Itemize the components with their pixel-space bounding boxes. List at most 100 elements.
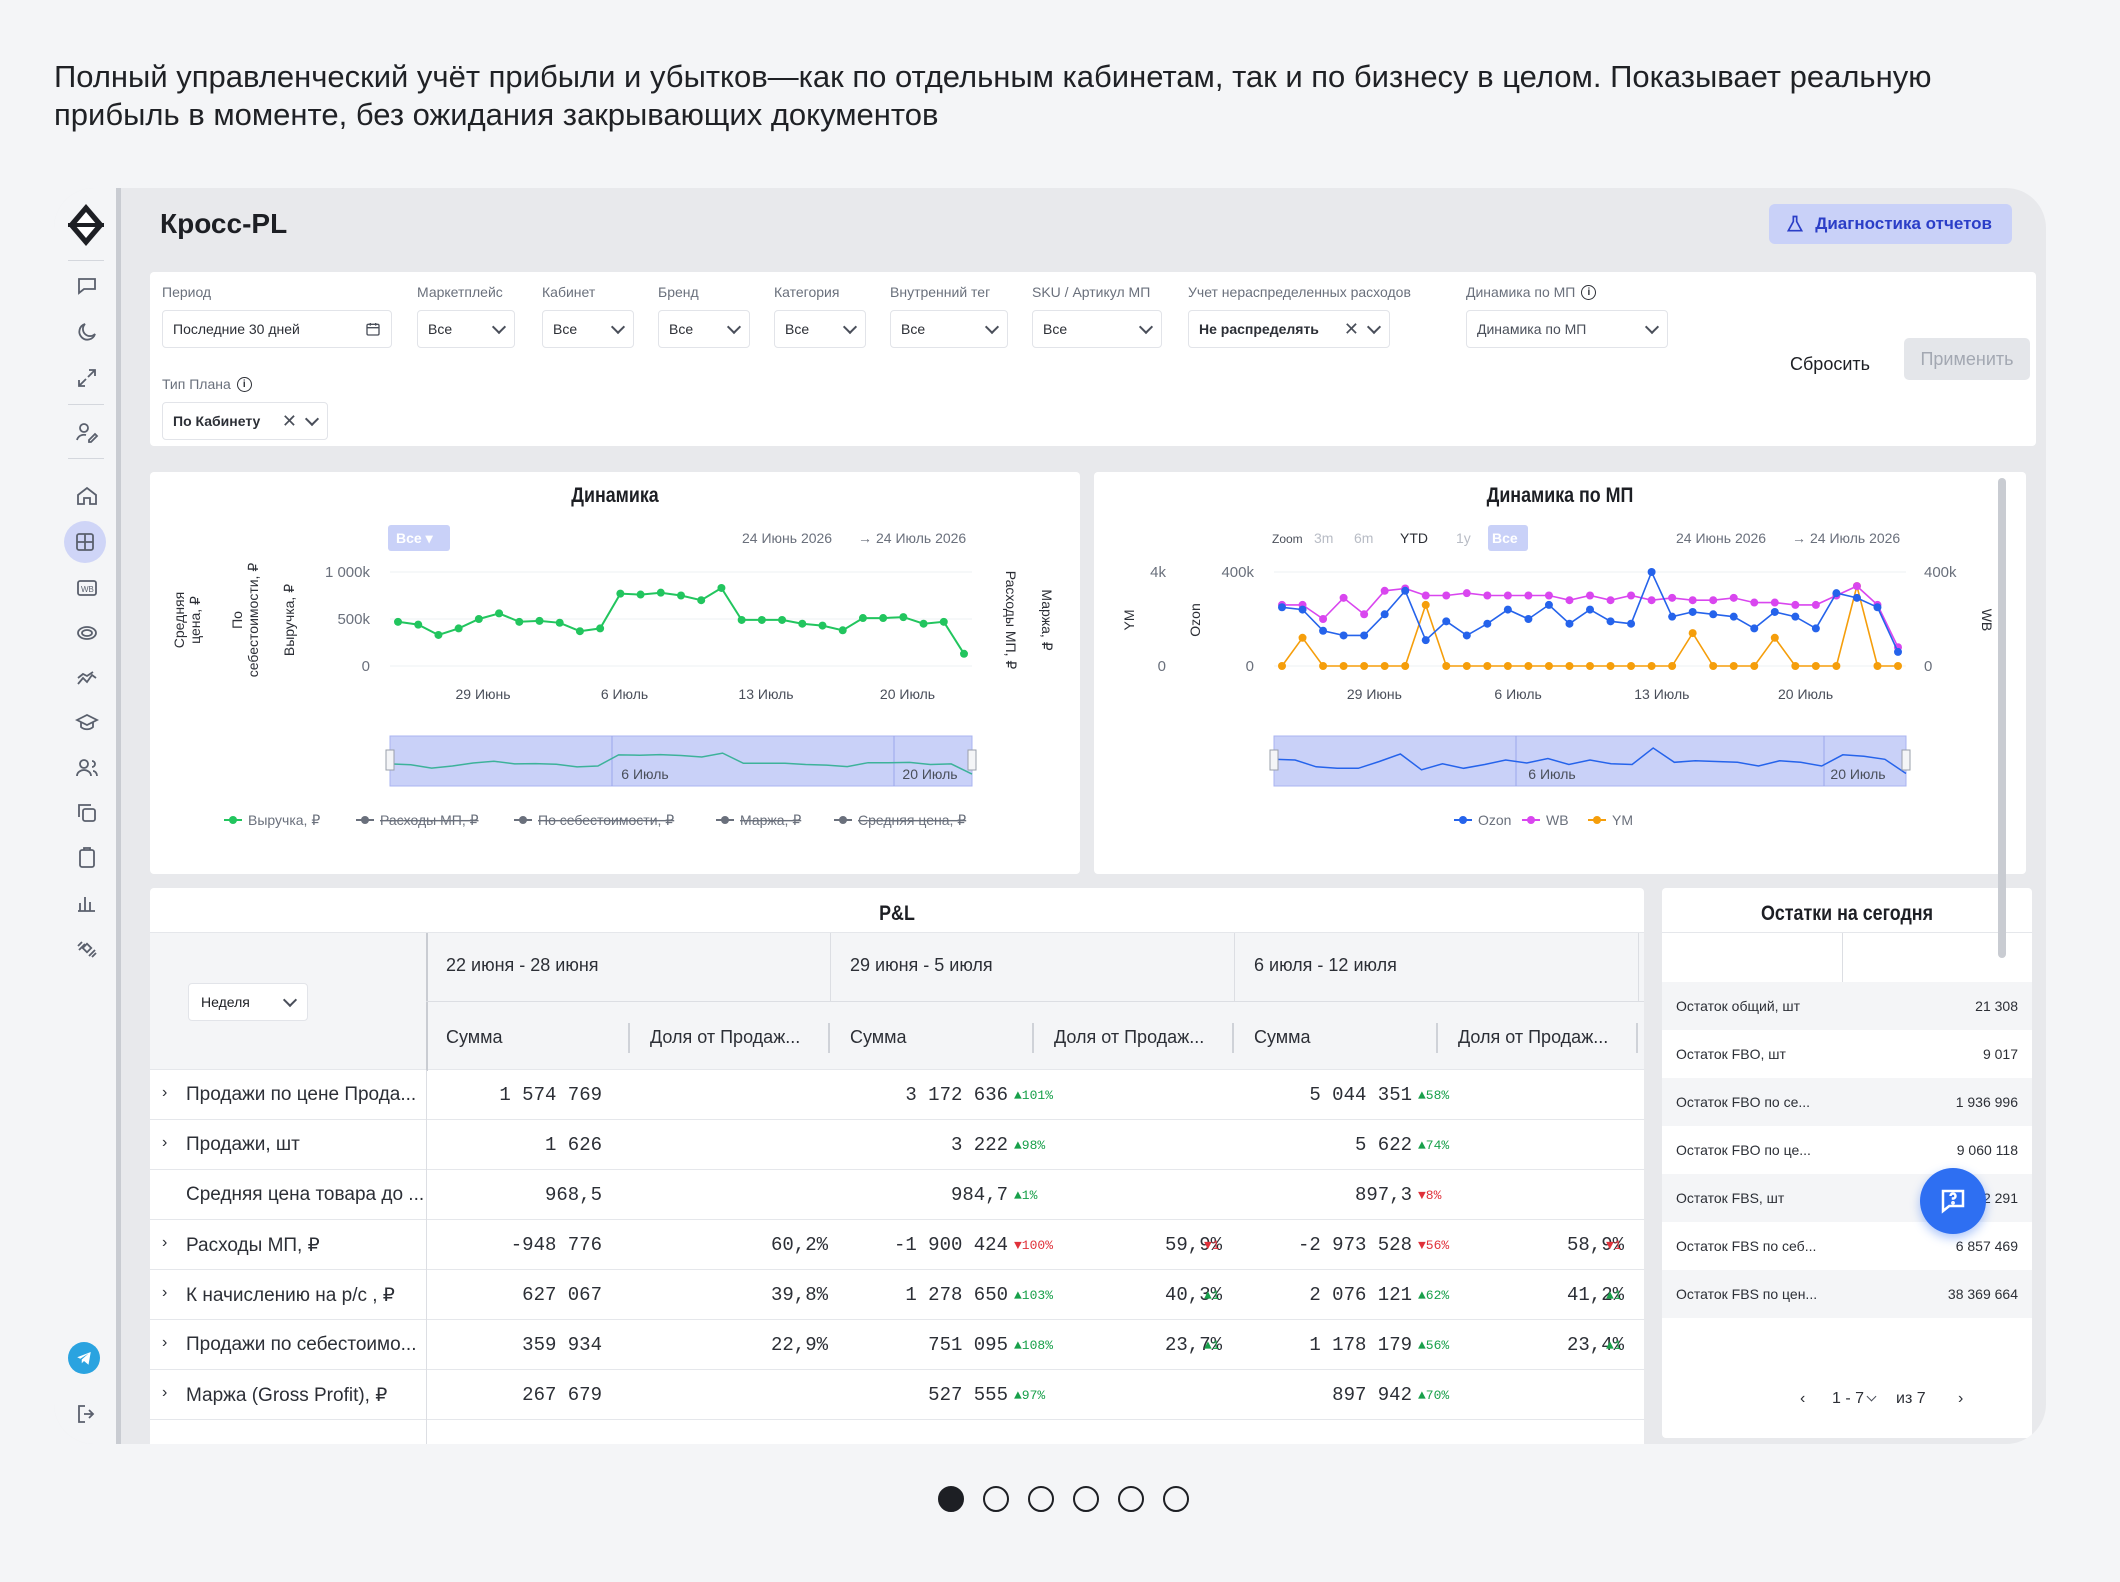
info-icon[interactable]: i — [236, 376, 252, 392]
col-share-2[interactable]: Доля от Продаж... — [1054, 1027, 1205, 1047]
expand-icon[interactable] — [69, 360, 105, 396]
period-label: Период — [162, 284, 212, 300]
row-label: Расходы МП, ₽ — [186, 1235, 320, 1256]
row-label: К начислению на р/с , ₽ — [186, 1285, 395, 1306]
marketplace-select[interactable]: Все — [417, 310, 515, 348]
page-size-select[interactable]: 1 - 7 — [1832, 1390, 1877, 1408]
week-select[interactable]: Неделя — [188, 983, 308, 1021]
cell-value: 3 222 — [950, 1134, 1008, 1156]
week-select-value: Неделя — [201, 994, 250, 1010]
y-tick: 0 — [362, 658, 370, 675]
table-row[interactable]: › Продажи по цене Прода... 1 574 769 3 172 … — [150, 1070, 1644, 1120]
stock-row: Остаток FBS по цен... 38 369 664 — [1662, 1270, 2032, 1318]
cell-value: 2 076 121 — [1309, 1284, 1412, 1306]
tag-select[interactable]: Все — [890, 310, 1008, 348]
stock-value: 9 060 118 — [1956, 1142, 2018, 1158]
info-icon[interactable]: i — [1581, 284, 1597, 300]
data-point — [858, 614, 867, 623]
diagnostics-button[interactable]: Диагностика отчетов — [1769, 204, 2012, 244]
zoom-option: 3m — [1314, 530, 1333, 546]
period-picker[interactable]: Последние 30 дней — [162, 310, 392, 348]
logout-icon[interactable] — [69, 1396, 105, 1432]
zoom-option: 1y — [1456, 530, 1471, 546]
wb-icon[interactable]: WB — [69, 570, 105, 606]
col-sum-3[interactable]: Сумма — [1254, 1027, 1311, 1047]
apply-button[interactable]: Применить — [1904, 338, 2030, 380]
col-share-3[interactable]: Доля от Продаж... — [1458, 1027, 1609, 1047]
table-row[interactable]: › Маржа (Gross Profit), ₽ 267 679 527 555 89… — [150, 1370, 1644, 1420]
expand-icon[interactable]: › — [162, 1284, 168, 1301]
education-icon[interactable] — [69, 705, 105, 741]
telegram-icon[interactable] — [68, 1342, 100, 1374]
marketplace-label: Маркетплейс — [417, 284, 503, 300]
tag-label: Внутренний тег — [890, 284, 991, 300]
sku-value: Все — [1043, 321, 1068, 337]
analytics-icon[interactable] — [69, 660, 105, 696]
help-button[interactable] — [1920, 1168, 1986, 1234]
col-share-1[interactable]: Доля от Продаж... — [650, 1027, 801, 1047]
navigator-tick: 6 Июль — [1528, 766, 1575, 782]
table-row[interactable]: › К начислению на р/с , ₽ 627 067 39,8% 1 27… — [150, 1270, 1644, 1320]
table-row[interactable]: › Продажи по себестоимо... 359 934 22,9% 751… — [150, 1320, 1644, 1370]
y-axis-label: Средняя — [171, 592, 187, 648]
expand-icon[interactable]: › — [162, 1084, 168, 1101]
clipboard-icon[interactable] — [69, 840, 105, 876]
col-sum-2[interactable]: Сумма — [850, 1027, 907, 1047]
table-row[interactable]: › Продажи, шт 1 626 3 222 5 622 ▲98% ▲74% — [150, 1120, 1644, 1170]
carousel-dot[interactable] — [1118, 1486, 1144, 1512]
user-edit-icon[interactable] — [69, 414, 105, 450]
dashboard-icon[interactable] — [64, 521, 106, 563]
mp-dynamics-chart[interactable]: Zoom 3m 6m YTD 1y Все 24 Июнь 2026 → 24 Июль 202… — [1094, 472, 2026, 874]
stock-label: Остаток FBS, шт — [1676, 1190, 1785, 1206]
prev-page-icon[interactable]: ‹ — [1800, 1390, 1806, 1407]
table-row[interactable]: Средняя цена товара до ... 968,5 984,7 897,… — [150, 1170, 1644, 1220]
copy-icon[interactable] — [69, 795, 105, 831]
carousel-dot[interactable] — [938, 1486, 964, 1512]
mp-dynamics-select[interactable]: Динамика по МП — [1466, 310, 1668, 348]
cell-value: 751 095 — [928, 1334, 1008, 1356]
data-point — [1811, 600, 1820, 609]
col-sum-1[interactable]: Сумма — [446, 1027, 503, 1047]
expand-icon[interactable]: › — [162, 1234, 168, 1251]
data-point — [1852, 582, 1861, 591]
cell-value: 897 942 — [1332, 1384, 1412, 1406]
users-icon[interactable] — [69, 750, 105, 786]
chevron-down-icon — [984, 319, 1000, 334]
category-select[interactable]: Все — [774, 310, 866, 348]
expand-icon[interactable]: › — [162, 1134, 168, 1151]
expand-icon[interactable]: › — [162, 1334, 168, 1351]
clear-icon[interactable]: ✕ — [281, 410, 297, 431]
logo-icon[interactable] — [66, 202, 106, 248]
data-point — [1339, 662, 1348, 670]
data-point — [636, 590, 645, 599]
brand-select[interactable]: Все — [658, 310, 750, 348]
chat-icon[interactable] — [69, 268, 105, 304]
delta-badge: ▲1 — [1606, 1288, 1622, 1303]
plan-type-select[interactable]: По Кабинету ✕ — [162, 402, 328, 440]
next-page-icon[interactable]: › — [1958, 1390, 1964, 1407]
satellite-icon[interactable] — [69, 930, 105, 966]
legend-marker — [721, 816, 729, 824]
expand-icon[interactable]: › — [162, 1384, 168, 1401]
unallocated-select[interactable]: Не распределять ✕ — [1188, 310, 1390, 348]
legend-marker — [229, 816, 237, 824]
reset-button[interactable]: Сбросить — [1790, 354, 1871, 374]
moon-icon[interactable] — [69, 314, 105, 350]
cabinet-value: Все — [553, 321, 578, 337]
dynamics-chart[interactable]: Все ▾ 24 Июнь 2026 → 24 Июль 2026 Средняя цен… — [150, 472, 1080, 874]
bar-chart-icon[interactable] — [69, 885, 105, 921]
carousel-dot[interactable] — [1163, 1486, 1189, 1512]
table-row[interactable]: › Расходы МП, ₽ -948 776 60,2% -1 900 424 59,… — [150, 1220, 1644, 1270]
sku-select[interactable]: Все — [1032, 310, 1162, 348]
cabinet-select[interactable]: Все — [542, 310, 634, 348]
ozon-icon[interactable] — [69, 615, 105, 651]
data-point — [778, 615, 787, 624]
carousel-dot[interactable] — [1073, 1486, 1099, 1512]
mp-dynamics-placeholder: Динамика по МП — [1477, 321, 1587, 337]
clear-icon[interactable]: ✕ — [1343, 318, 1359, 339]
zoom-option: 6m — [1354, 530, 1373, 546]
carousel-dot[interactable] — [983, 1486, 1009, 1512]
home-icon[interactable] — [69, 478, 105, 514]
carousel-dot[interactable] — [1028, 1486, 1054, 1512]
scrollbar[interactable] — [1998, 478, 2006, 958]
